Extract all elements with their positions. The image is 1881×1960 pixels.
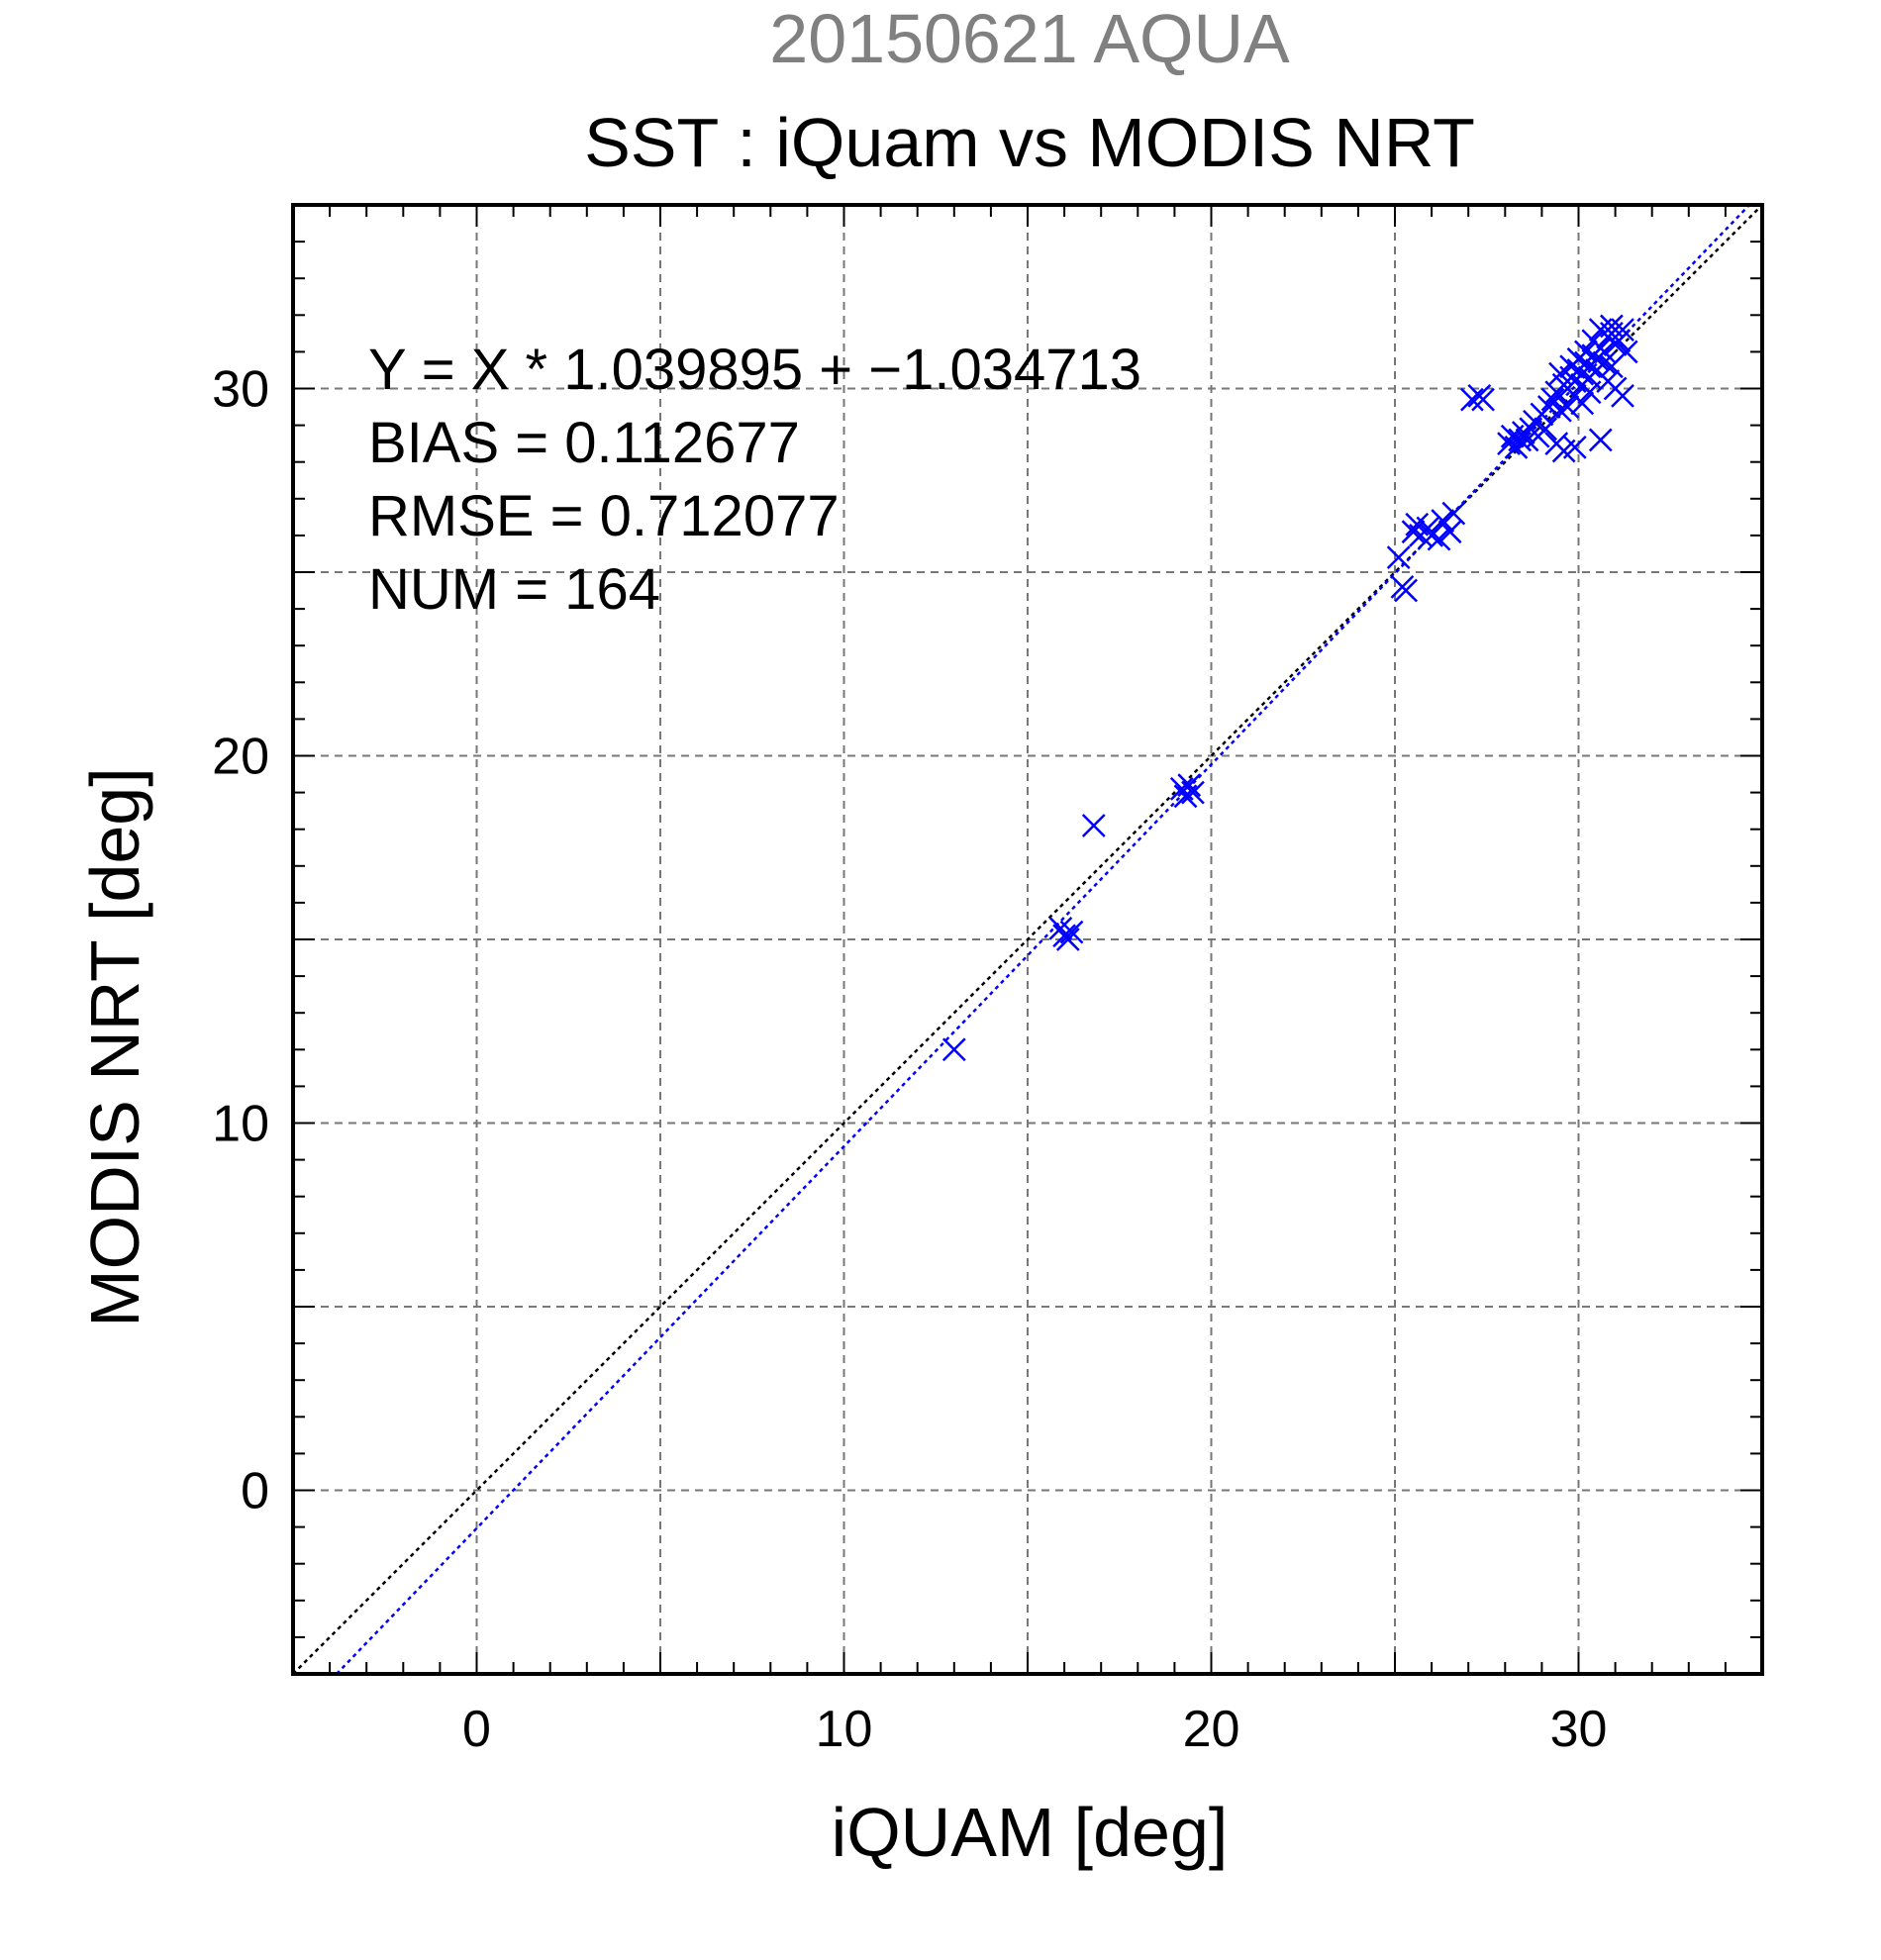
bias-stat: BIAS = 0.112677 (368, 411, 800, 475)
data-point (1588, 428, 1613, 452)
y-tick-label: 30 (212, 361, 269, 419)
data-point (1577, 380, 1602, 405)
data-point (1534, 417, 1557, 441)
data-point (1394, 578, 1419, 603)
data-point (1592, 340, 1617, 364)
data-point (1386, 545, 1411, 570)
y-axis-title: MODIS NRT [deg] (76, 767, 153, 1326)
data-point (1548, 361, 1572, 386)
data-point (1574, 340, 1598, 364)
data-point (1570, 391, 1595, 416)
data-point (1059, 920, 1084, 944)
y-tick-label: 0 (241, 1463, 269, 1520)
x-tick-label: 0 (462, 1701, 491, 1758)
y-tick-label: 20 (212, 729, 269, 786)
x-tick-label: 30 (1550, 1701, 1608, 1758)
regression-equation: Y = X * 1.039895 + −1.034713 (368, 338, 1141, 402)
num-stat: NUM = 164 (368, 557, 660, 622)
plot-frame (291, 203, 1764, 1676)
data-point (1055, 928, 1080, 951)
x-tick-label: 10 (816, 1701, 873, 1758)
y-tick-label: 10 (212, 1096, 269, 1153)
data-point (1081, 814, 1106, 837)
data-point (1441, 501, 1466, 526)
data-points (941, 314, 1638, 1062)
data-point (1431, 509, 1455, 533)
data-point (1555, 395, 1580, 419)
data-point (1504, 435, 1529, 459)
data-point (1600, 314, 1624, 339)
data-point (941, 1037, 966, 1062)
identity-line (292, 204, 1763, 1675)
data-point (1181, 780, 1205, 805)
data-point (1540, 387, 1565, 412)
x-axis-title: iQUAM [deg] (832, 1794, 1229, 1871)
data-point (1177, 773, 1202, 798)
data-point (1437, 520, 1462, 544)
data-point (1592, 350, 1617, 375)
x-tick-label: 20 (1183, 1701, 1240, 1758)
data-point (1420, 524, 1443, 547)
data-point (1611, 384, 1634, 408)
data-point (1562, 435, 1587, 459)
data-point (1460, 387, 1484, 412)
data-point (1427, 527, 1451, 551)
data-point (1614, 340, 1638, 364)
data-point (1471, 387, 1495, 412)
stats-annotation: Y = X * 1.039895 + −1.034713 BIAS = 0.11… (368, 338, 1141, 622)
data-point (1401, 520, 1426, 544)
chart-top-title: 20150621 AQUA (769, 0, 1290, 77)
chart-title: SST : iQuam vs MODIS NRT (584, 104, 1475, 181)
rmse-stat: RMSE = 0.712077 (368, 484, 840, 548)
axis-tick-labels: 0 10 20 30 0 10 20 30 (212, 361, 1607, 1759)
